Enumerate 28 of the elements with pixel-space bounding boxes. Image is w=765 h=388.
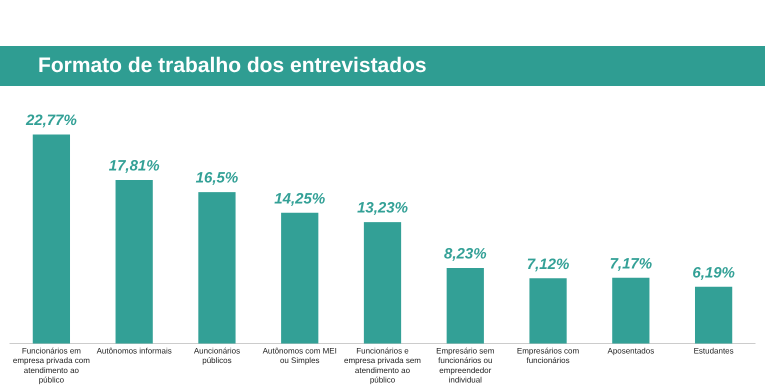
data-label: 7,12% xyxy=(526,256,570,273)
x-tick-label: Funcionários e empresa privada sem atendimento ao público xyxy=(344,346,422,384)
bar xyxy=(198,192,236,344)
x-tick-label: Autônomos com MEI ou Simples xyxy=(262,346,337,366)
data-label: 17,81% xyxy=(108,158,160,175)
bar xyxy=(612,278,650,344)
data-label: 8,23% xyxy=(444,246,487,263)
x-tick-label: Empresário sem funcionários ou empreendedor individual xyxy=(436,346,495,384)
bar xyxy=(32,134,70,344)
chart-title: Formato de trabalho dos entrevistados xyxy=(0,46,765,86)
bar xyxy=(529,278,567,344)
data-label: 14,25% xyxy=(274,190,326,208)
bar xyxy=(694,286,732,344)
bar xyxy=(116,180,153,344)
data-label: 13,23% xyxy=(357,200,408,217)
bar xyxy=(281,212,318,344)
data-label: 22,77% xyxy=(24,112,77,130)
x-tick-label: Auncionários públicos xyxy=(194,346,240,366)
data-label: 16,5% xyxy=(196,170,238,187)
data-label: 6,19% xyxy=(692,264,735,282)
bar xyxy=(446,268,484,344)
x-tick-label: Estudantes xyxy=(694,346,734,356)
x-tick-label: Aposentados xyxy=(607,346,654,356)
bar xyxy=(364,222,402,344)
x-tick-label: Funcionários em empresa privada com atendimento ao público xyxy=(12,346,90,384)
x-tick-label: Autônomos informais xyxy=(96,346,172,356)
x-tick-label: Empresários com funcionários xyxy=(516,346,580,366)
data-label: 7,17% xyxy=(610,255,652,272)
